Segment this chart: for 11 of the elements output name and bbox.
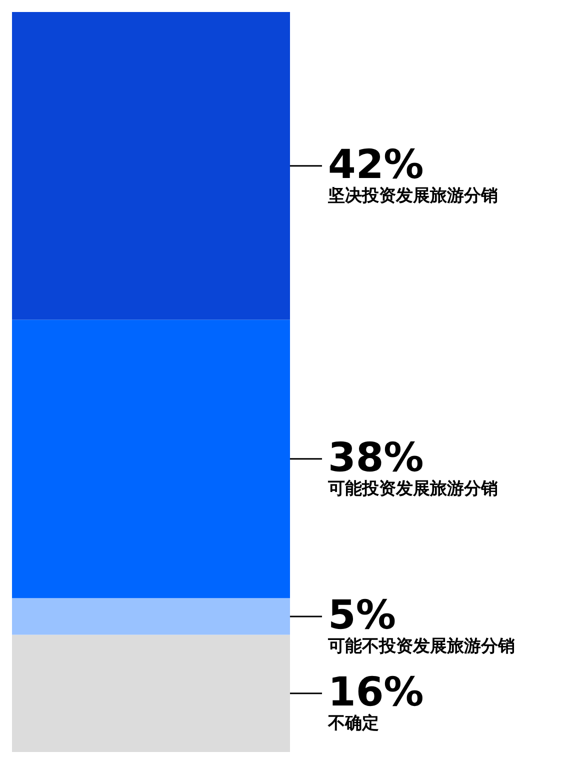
text: 不确定 <box>327 713 379 734</box>
bar <box>12 598 290 635</box>
text: 可能投资发展旅游分销 <box>327 478 498 499</box>
text: 可能不投资发展旅游分销 <box>327 636 515 656</box>
data-label: 38% <box>328 434 424 481</box>
bar <box>12 634 290 752</box>
bar <box>12 12 290 320</box>
bar <box>12 320 290 598</box>
data-label: 5% <box>328 592 396 638</box>
text: 坚决投资发展旅游分销 <box>327 186 498 206</box>
data-label: 42% <box>328 142 424 188</box>
